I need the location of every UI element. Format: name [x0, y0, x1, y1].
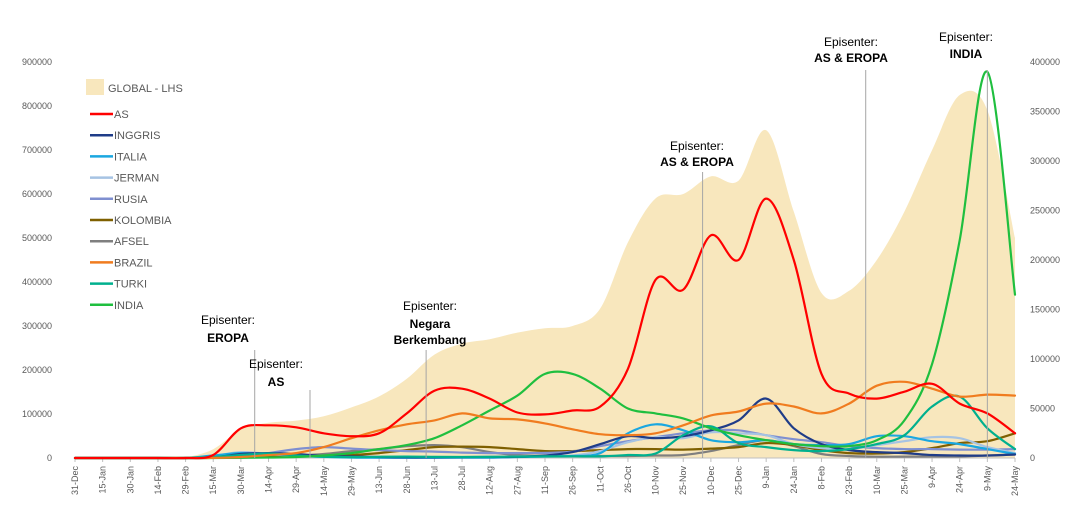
y-left-tick-label: 100000: [22, 409, 52, 419]
legend-label: GLOBAL - LHS: [108, 83, 183, 95]
legend-label: KOLOMBIA: [114, 215, 172, 227]
y-left-tick-label: 700000: [22, 145, 52, 155]
x-tick-label: 29-Feb: [181, 466, 191, 495]
annotation-text: INDIA: [950, 47, 983, 61]
x-tick-label: 14-May: [319, 466, 329, 497]
x-tick-label: 14-Apr: [264, 466, 274, 493]
x-tick-label: 26-Sep: [568, 466, 578, 495]
y-right-tick-label: 0: [1030, 453, 1035, 463]
y-right-tick-label: 350000: [1030, 107, 1060, 117]
y-right-tick-label: 250000: [1030, 206, 1060, 216]
x-tick-label: 15-Jan: [98, 466, 108, 494]
x-tick-label: 26-Oct: [623, 466, 633, 494]
legend-label: TURKI: [114, 279, 147, 291]
legend-label: AS: [114, 109, 129, 121]
y-left-tick-label: 0: [47, 453, 52, 463]
series-layer: [73, 70, 1017, 460]
series-line-turki: [73, 394, 1017, 460]
x-tick-label: 15-Mar: [208, 466, 218, 495]
annotation-text: AS: [268, 375, 285, 389]
annotation-text: Episenter:: [824, 35, 878, 49]
legend-label: RUSIA: [114, 194, 148, 206]
axis-layer: 0100000200000300000400000500000600000700…: [22, 57, 1060, 496]
x-tick-label: 27-Aug: [512, 466, 522, 495]
y-right-tick-label: 300000: [1030, 156, 1060, 166]
annotation-text: AS & EROPA: [814, 51, 888, 65]
x-tick-label: 9-May: [982, 466, 992, 492]
x-tick-label: 8-Feb: [816, 466, 826, 490]
legend-label: INGGRIS: [114, 130, 160, 142]
x-tick-label: 28-Jul: [457, 466, 467, 491]
annotation-text: Episenter:: [939, 30, 993, 44]
x-tick-label: 23-Feb: [844, 466, 854, 495]
y-left-tick-label: 300000: [22, 321, 52, 331]
annotation-text: Berkembang: [394, 333, 467, 347]
legend-label: INDIA: [114, 300, 144, 312]
annotation-text: Episenter:: [403, 299, 457, 313]
annotation-text: AS & EROPA: [660, 155, 734, 169]
y-left-tick-label: 200000: [22, 365, 52, 375]
x-tick-label: 9-Jan: [761, 466, 771, 489]
legend-label: BRAZIL: [114, 257, 153, 269]
x-tick-label: 11-Oct: [595, 466, 605, 493]
x-tick-label: 13-Jul: [429, 466, 439, 491]
y-left-tick-label: 900000: [22, 57, 52, 67]
y-left-tick-label: 400000: [22, 277, 52, 287]
x-tick-label: 25-Dec: [734, 466, 744, 496]
y-right-tick-label: 200000: [1030, 255, 1060, 265]
annotation-text: EROPA: [207, 331, 249, 345]
annotation-text: Episenter:: [670, 139, 724, 153]
y-right-tick-label: 100000: [1030, 354, 1060, 364]
legend-label: AFSEL: [114, 236, 149, 248]
legend-label: JERMAN: [114, 173, 159, 185]
x-tick-label: 13-Jun: [374, 466, 384, 494]
annotation-layer: Episenter:EROPAEpisenter:ASEpisenter:Neg…: [201, 30, 993, 458]
x-tick-label: 25-Nov: [678, 466, 688, 496]
y-right-tick-label: 150000: [1030, 305, 1060, 315]
x-tick-label: 10-Nov: [651, 466, 661, 496]
y-left-tick-label: 800000: [22, 101, 52, 111]
y-right-tick-label: 50000: [1030, 404, 1055, 414]
y-left-tick-label: 600000: [22, 189, 52, 199]
legend: GLOBAL - LHS AS INGGRIS ITALIA JERMAN RUSIA KO…: [86, 79, 183, 312]
x-tick-label: 31-Dec: [70, 466, 80, 496]
legend-swatch-global: [86, 79, 104, 95]
y-right-tick-label: 400000: [1030, 57, 1060, 67]
annotation-text: Episenter:: [201, 313, 255, 327]
x-tick-label: 10-Mar: [872, 466, 882, 495]
legend-label: ITALIA: [114, 151, 147, 163]
global-area: [75, 90, 1015, 459]
x-tick-label: 10-Dec: [706, 466, 716, 496]
y-left-tick-label: 500000: [22, 233, 52, 243]
series-line-as: [73, 197, 1017, 460]
annotation-text: Episenter:: [249, 357, 303, 371]
x-tick-label: 24-Apr: [955, 466, 965, 493]
x-tick-label: 9-Apr: [927, 466, 937, 488]
series-line-brazil: [73, 380, 1017, 460]
global-area-layer: [75, 90, 1015, 459]
x-tick-label: 29-May: [346, 466, 356, 497]
x-tick-label: 30-Jan: [125, 466, 135, 494]
annotation-text: Negara: [410, 317, 451, 331]
x-tick-label: 14-Feb: [153, 466, 163, 495]
x-tick-label: 29-Apr: [291, 466, 301, 493]
x-tick-label: 25-Mar: [899, 466, 909, 495]
x-tick-label: 28-Jun: [402, 466, 412, 494]
x-tick-label: 12-Aug: [485, 466, 495, 495]
x-tick-label: 24-May: [1010, 466, 1020, 497]
x-tick-label: 11-Sep: [540, 466, 550, 494]
x-tick-label: 24-Jan: [789, 466, 799, 494]
x-tick-label: 30-Mar: [236, 466, 246, 495]
